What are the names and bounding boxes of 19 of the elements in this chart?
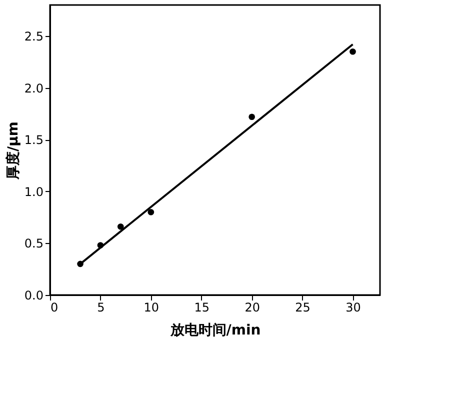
point [248,114,255,120]
x-tick-label: 30 [346,300,361,314]
y-tick-label: 0.0 [24,288,44,302]
y-axis-title: 厚度/μm [4,121,22,181]
point [148,208,154,216]
x-tick-label: 15 [194,300,210,314]
x-tick-label: 25 [295,300,310,314]
y-tick-label: 0.5 [24,236,44,251]
x-tick-label: 5 [97,300,105,314]
y-tick-label: 2.5 [24,30,44,44]
y-tick-label: 1.5 [24,133,44,148]
point [350,48,356,55]
x-tick-label: 10 [144,300,160,314]
x-axis-title: 放电时间/min [169,322,261,338]
x-tick-label: 0 [50,300,58,314]
y-tick-label: 1.0 [24,184,44,199]
y-tick-label: 2.0 [24,81,44,96]
x-tick-label: 20 [244,300,260,314]
point [117,223,124,230]
